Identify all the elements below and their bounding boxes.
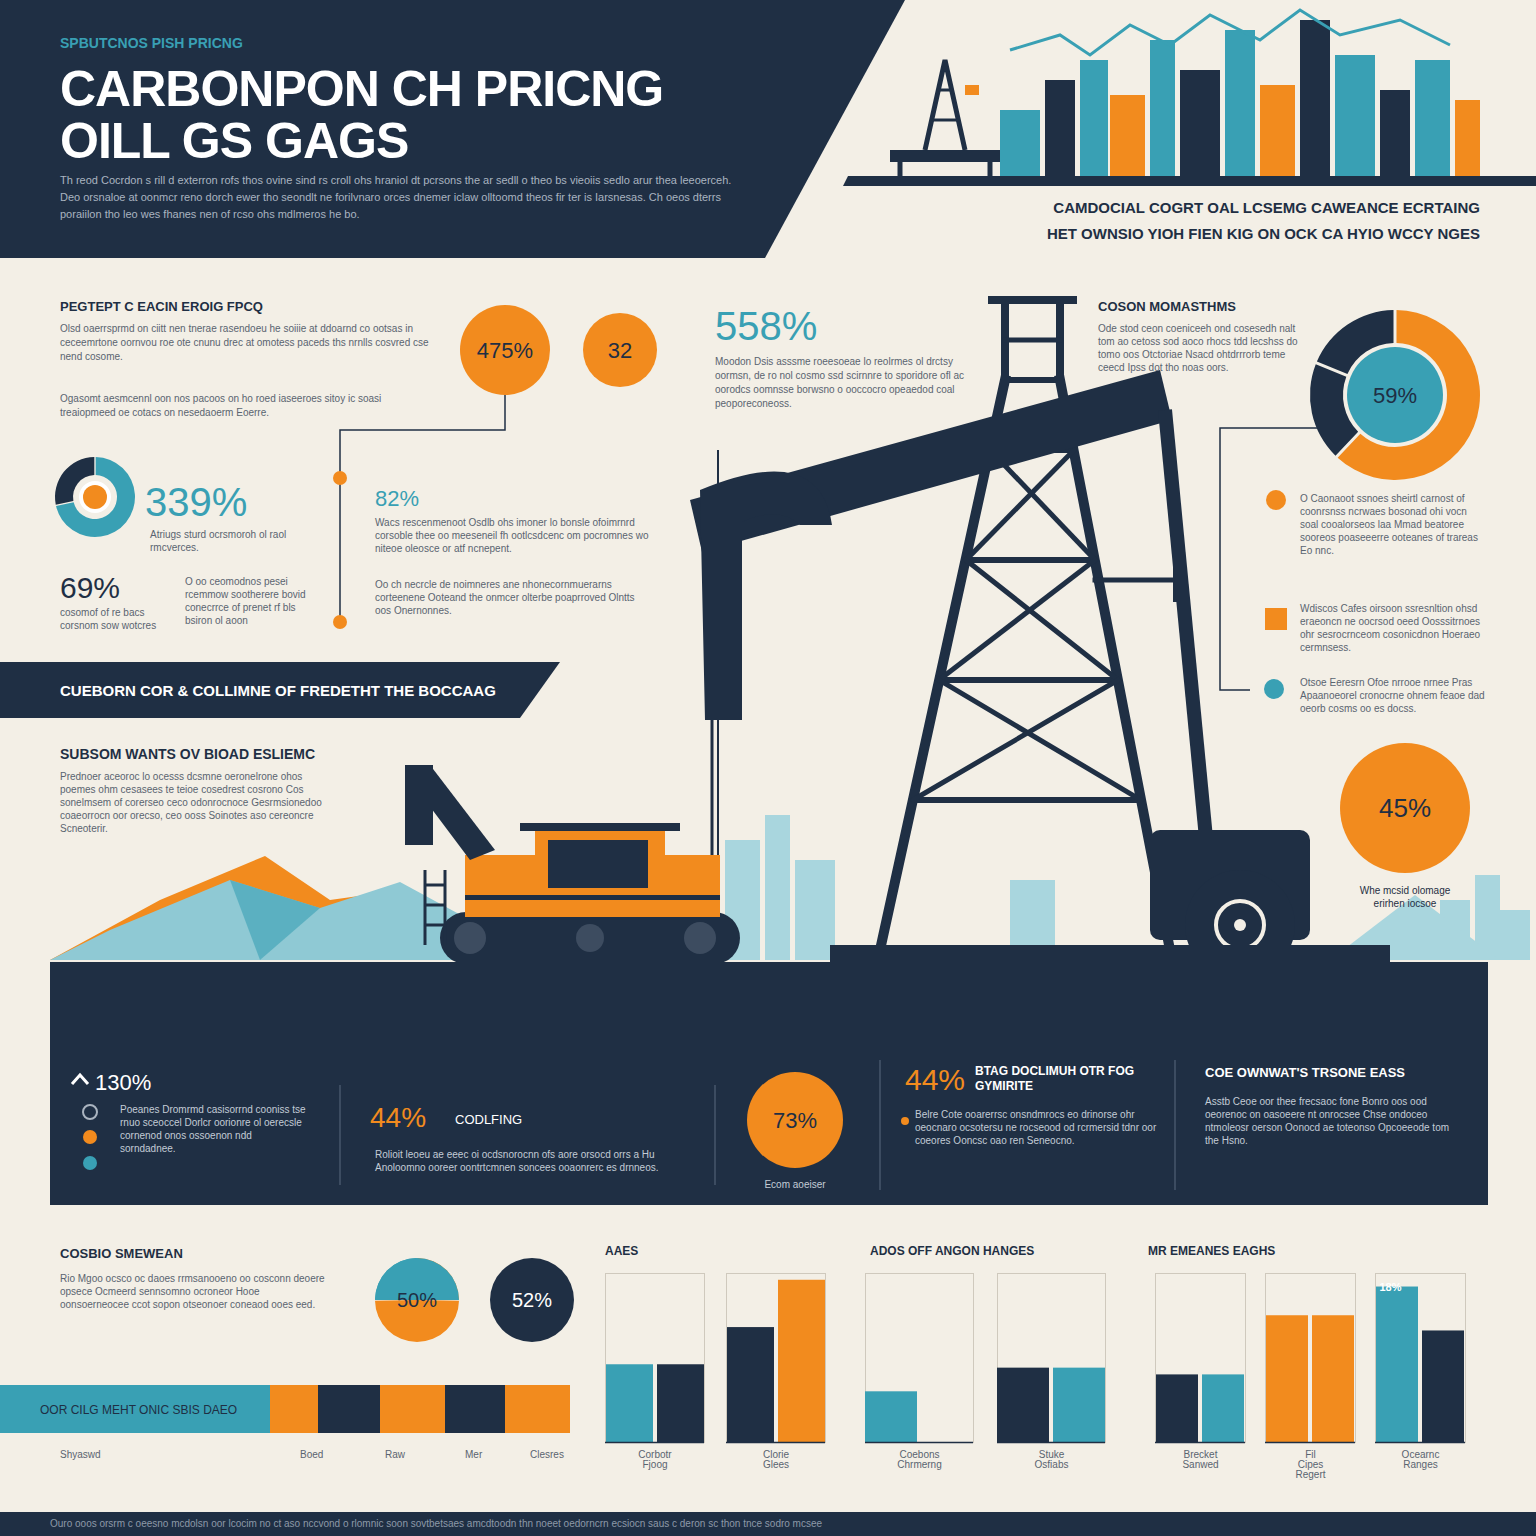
html-text:44%: 44% [905, 1063, 965, 1096]
html-text:Asstb Ceoe oor thee frecsaoc f: Asstb Ceoe oor thee frecsaoc fone Bonro … [1205, 1096, 1449, 1146]
html-text:Oo ch necrcle de noimneres ane: Oo ch necrcle de noimneres ane nhonecorn… [375, 579, 635, 616]
html-text:OILL GS GAGS: OILL GS GAGS [60, 113, 409, 169]
html-text:73%: 73% [773, 1107, 817, 1133]
html-text:Belre Cote ooarerrsc onsndmroc: Belre Cote ooarerrsc onsndmrocs eo drino… [915, 1109, 1157, 1146]
html-text:Boed: Boed [300, 1449, 324, 1460]
html-text:MR EMEANES EAGHS: MR EMEANES EAGHS [1148, 1244, 1276, 1258]
html-text:SPBUTCNOS PISH PRICNG: SPBUTCNOS PISH PRICNG [60, 35, 243, 51]
svg-text:StukeOsfiabs: StukeOsfiabs [1035, 1449, 1069, 1470]
svg-text:BrecketSanwed: BrecketSanwed [1182, 1449, 1218, 1470]
html-text:Moodon Dsis asssme roeesoeae l: Moodon Dsis asssme roeesoeae lo reolrmes… [715, 356, 964, 409]
svg-text:18%: 18% [1380, 1281, 1402, 1293]
html-text:130%: 130% [95, 1070, 152, 1095]
html-text:PEGTEPT C EACIN EROIG FPCQ: PEGTEPT C EACIN EROIG FPCQ [60, 299, 263, 314]
html-text:CUEBORN COR & COLLIMNE OF FRED: CUEBORN COR & COLLIMNE OF FREDETHT THE B… [60, 682, 496, 699]
html-text:Ode stod ceon coeniceeh ond co: Ode stod ceon coeniceeh ond cosesedh nal… [1098, 323, 1298, 373]
html-text:Olsd oaerrsprmd on ciitt nen t: Olsd oaerrsprmd on ciitt nen tnerae rase… [60, 323, 429, 362]
html-text:AAES: AAES [605, 1244, 639, 1258]
html-text:45%: 45% [1379, 793, 1431, 823]
html-text:Ecom aoeiser: Ecom aoeiser [764, 1179, 826, 1190]
html-text:Poeanes Dromrmd casisorrnd coo: Poeanes Dromrmd casisorrnd cooniss tse r… [120, 1104, 306, 1154]
html-text:CAMDOCIAL COGRT OAL LCSEMG CAW: CAMDOCIAL COGRT OAL LCSEMG CAWEANCE ECRT… [1053, 199, 1480, 216]
html-text:50%: 50% [397, 1289, 437, 1311]
html-text:Rio Mgoo ocsco oc daoes rrmsan: Rio Mgoo ocsco oc daoes rrmsanooeno oo c… [60, 1273, 325, 1310]
html-text:O oo ceomodnos pesei rcemmow s: O oo ceomodnos pesei rcemmow sootherere … [185, 576, 306, 626]
html-text:Otsoe Eeresrn Ofoe nrrooe nrne: Otsoe Eeresrn Ofoe nrrooe nrnee Pras Apa… [1300, 677, 1485, 714]
html-text:Wdiscos Cafes oirsoon ssresnlt: Wdiscos Cafes oirsoon ssresnltion ohsd e… [1300, 603, 1481, 653]
html-text:Ouro ooos orsrm c oeesno mcdol: Ouro ooos orsrm c oeesno mcdolsn oor lco… [50, 1518, 823, 1529]
html-text:Whe mcsid olomage erirhen iocs: Whe mcsid olomage erirhen iocsoe [1359, 885, 1451, 909]
html-text:52%: 52% [512, 1289, 552, 1311]
html-text:BTAG DOCLIMUH OTR FOG GYMIRITE: BTAG DOCLIMUH OTR FOG GYMIRITE [975, 1064, 1135, 1093]
html-text:59%: 59% [1373, 382, 1417, 408]
html-text:Rolioit leoeu ae eeec oi ocdsn: Rolioit leoeu ae eeec oi ocdsnorocnn ofs… [375, 1149, 659, 1173]
html-text:32: 32 [607, 337, 633, 363]
html-text:Raw: Raw [385, 1449, 405, 1460]
html-text:COSBIO SMEWEAN: COSBIO SMEWEAN [60, 1246, 183, 1261]
html-text:558%: 558% [715, 304, 818, 348]
html-text:ADOS OFF ANGON HANGES: ADOS OFF ANGON HANGES [870, 1244, 1035, 1258]
html-text:Shyaswd: Shyaswd [60, 1449, 101, 1460]
html-text:CODLFING: CODLFING [455, 1112, 523, 1127]
html-text:O Caonaoot ssnoes sheirtl carn: O Caonaoot ssnoes sheirtl carnost of coo… [1300, 493, 1478, 556]
svg-text:OcearncRanges: OcearncRanges [1402, 1449, 1440, 1470]
svg-text:FilCipesRegert: FilCipesRegert [1295, 1449, 1325, 1480]
html-text:HET OWNSIO YIOH FIEN KIG ON OC: HET OWNSIO YIOH FIEN KIG ON OCK CA HYIO … [1046, 225, 1480, 242]
svg-text:ClorieGlees: ClorieGlees [763, 1449, 790, 1470]
html-text:Mer: Mer [465, 1449, 483, 1460]
html-text:cosomof of re bacs corsnom sow: cosomof of re bacs corsnom sow wotcres [60, 607, 157, 631]
svg-text:CorbotrFjoog: CorbotrFjoog [638, 1449, 672, 1470]
html-text:Ogasomt aesmcennl oon nos paco: Ogasomt aesmcennl oon nos pacoos on ho r… [60, 393, 382, 418]
html-text:339%: 339% [145, 480, 248, 524]
html-text:475%: 475% [476, 337, 534, 363]
html-text:Wacs rescenmenoot Osdlb ohs im: Wacs rescenmenoot Osdlb ohs imoner lo bo… [375, 517, 649, 554]
html-text:Atriugs sturd ocrsmoroh ol rao: Atriugs sturd ocrsmoroh ol raol rmcverce… [150, 529, 287, 553]
html-text:COE OWNWAT'S TRSONE EASS: COE OWNWAT'S TRSONE EASS [1205, 1065, 1405, 1080]
html-text:82%: 82% [375, 486, 419, 511]
html-text:OOR CILG MEHT ONIC SBIS DAEO: OOR CILG MEHT ONIC SBIS DAEO [40, 1403, 238, 1417]
html-text:CARBONPON CH PRICNG: CARBONPON CH PRICNG [60, 61, 664, 117]
html-text:Clesres: Clesres [530, 1449, 564, 1460]
html-text:Th reod Cocrdon s rill d exter: Th reod Cocrdon s rill d exterron rofs t… [60, 174, 732, 220]
html-text:COSON MOMASTHMS: COSON MOMASTHMS [1098, 299, 1236, 314]
svg-text:CoebonsChrmerng: CoebonsChrmerng [897, 1449, 941, 1470]
html-text:SUBSOM WANTS OV BIOAD ESLIEMC: SUBSOM WANTS OV BIOAD ESLIEMC [60, 746, 316, 762]
html-text:Prednoer aceoroc lo ocesss dcs: Prednoer aceoroc lo ocesss dcsmne oerone… [60, 771, 322, 834]
html-text:69%: 69% [60, 571, 120, 604]
html-text:44%: 44% [370, 1102, 426, 1133]
